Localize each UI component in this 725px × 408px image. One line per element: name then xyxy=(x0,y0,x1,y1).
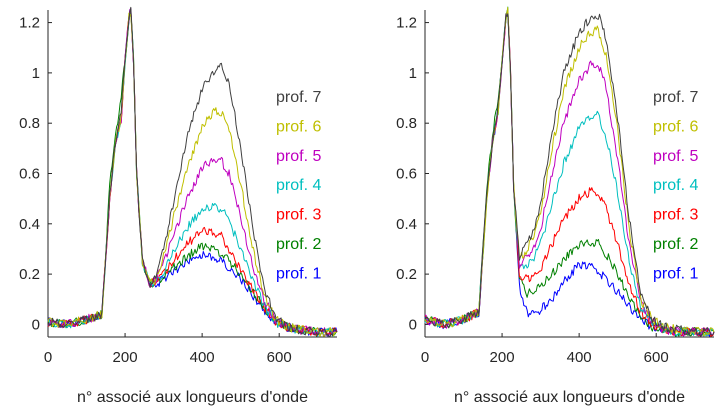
series-line-prof-1 xyxy=(47,8,338,337)
x-tick-label: 400 xyxy=(190,349,215,366)
series-line-prof-6 xyxy=(424,6,715,337)
left-chart-panel: 0 0.2 0.4 0.6 0.8 1 1.2 0 200 400 600 n° associé au… xyxy=(19,6,338,406)
legend-label: prof. 6 xyxy=(653,118,698,135)
series-line-prof-7 xyxy=(47,6,338,337)
series-line-prof-5 xyxy=(47,8,338,336)
series-line-prof-4 xyxy=(47,13,338,337)
legend-label: prof. 2 xyxy=(276,236,321,253)
legend-label: prof. 4 xyxy=(653,177,698,194)
series-line-prof-1 xyxy=(424,13,715,337)
x-tick-label: 0 xyxy=(44,349,52,366)
x-tick-label: 600 xyxy=(644,349,669,366)
legend-label: prof. 1 xyxy=(653,265,698,282)
y-tick-label: 0.6 xyxy=(19,166,40,183)
y-tick-label: 0 xyxy=(32,316,40,333)
y-tick-label: 0.8 xyxy=(396,115,417,132)
x-tick-label: 200 xyxy=(113,349,138,366)
right-chart-panel: 0 0.2 0.4 0.6 0.8 1 1.2 0 200 400 600 n° associé au… xyxy=(396,6,715,406)
x-tick-label: 0 xyxy=(421,349,429,366)
y-tick-label: 1 xyxy=(409,65,417,82)
y-tick-label: 0.2 xyxy=(396,266,417,283)
y-tick-label: 1 xyxy=(32,65,40,82)
x-axis-label: n° associé aux longueurs d'onde xyxy=(454,389,685,406)
y-tick-label: 0.4 xyxy=(396,216,417,233)
legend-label: prof. 1 xyxy=(276,265,321,282)
legend-label: prof. 5 xyxy=(276,148,321,165)
series-line-prof-7 xyxy=(424,13,715,337)
series-line-prof-3 xyxy=(424,10,715,337)
x-axis-label: n° associé aux longueurs d'onde xyxy=(77,389,308,406)
legend-label: prof. 5 xyxy=(653,148,698,165)
series-line-prof-2 xyxy=(47,11,337,337)
x-tick-label: 400 xyxy=(567,349,592,366)
x-tick-label: 600 xyxy=(267,349,292,366)
legend-label: prof. 7 xyxy=(276,89,321,106)
legend-label: prof. 7 xyxy=(653,89,698,106)
legend-label: prof. 3 xyxy=(276,207,321,224)
y-tick-label: 0.6 xyxy=(396,166,417,183)
series-line-prof-6 xyxy=(47,12,338,337)
legend-label: prof. 4 xyxy=(276,177,321,194)
y-tick-label: 1.2 xyxy=(19,15,40,32)
legend-label: prof. 6 xyxy=(276,118,321,135)
legend-label: prof. 2 xyxy=(653,236,698,253)
y-tick-label: 1.2 xyxy=(396,15,417,32)
legend-label: prof. 3 xyxy=(653,207,698,224)
y-tick-label: 0.4 xyxy=(19,216,40,233)
y-tick-label: 0.2 xyxy=(19,266,40,283)
series-line-prof-3 xyxy=(47,9,338,337)
x-tick-label: 200 xyxy=(490,349,515,366)
y-tick-label: 0.8 xyxy=(19,115,40,132)
series-line-prof-5 xyxy=(424,11,715,337)
y-tick-label: 0 xyxy=(409,316,417,333)
